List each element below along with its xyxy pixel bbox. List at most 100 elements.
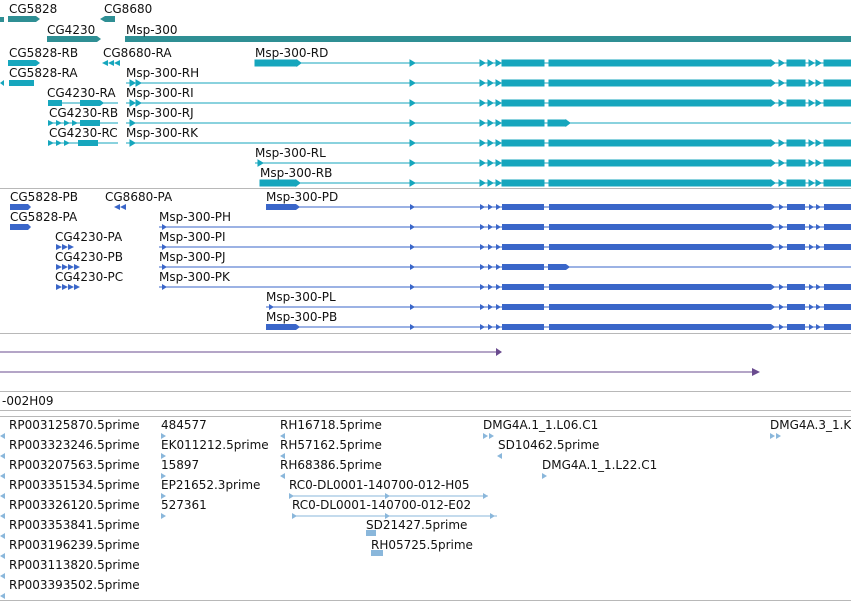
gene-feature[interactable] — [125, 36, 851, 42]
transcript-feature[interactable] — [78, 140, 98, 146]
transcript-feature[interactable] — [48, 100, 62, 106]
transcript-feature[interactable] — [100, 100, 104, 106]
est-feature[interactable] — [489, 433, 494, 439]
transcript-msp-exon[interactable] — [501, 79, 545, 87]
gene-feature[interactable] — [47, 36, 97, 42]
est-feature[interactable] — [0, 513, 5, 519]
protein-msp-exon[interactable] — [824, 204, 851, 210]
protein-msp-exon[interactable] — [787, 244, 805, 250]
protein-msp-exon[interactable] — [549, 324, 771, 330]
transcript-msp-exon[interactable] — [501, 139, 545, 147]
est-feature[interactable] — [371, 550, 383, 556]
match-feature[interactable] — [496, 348, 502, 356]
est-feature[interactable] — [0, 573, 5, 579]
transcript-msp-exon[interactable] — [501, 119, 545, 127]
transcript-msp-exon[interactable] — [501, 59, 545, 67]
protein-msp-exon[interactable] — [824, 224, 851, 230]
est-feature[interactable] — [280, 453, 285, 459]
transcript-msp-exon[interactable] — [786, 159, 806, 167]
protein-msp-exon[interactable] — [824, 304, 851, 310]
est-feature[interactable] — [161, 473, 166, 479]
transcript-msp-exon[interactable] — [786, 179, 806, 187]
protein-msp-exon[interactable] — [787, 304, 805, 310]
protein-msp-exon[interactable] — [502, 304, 544, 310]
protein-msp-exon[interactable] — [549, 224, 771, 230]
est-feature[interactable] — [483, 433, 488, 439]
protein-msp-exon[interactable] — [549, 284, 771, 290]
est-feature[interactable] — [292, 513, 297, 519]
transcript-feature[interactable] — [108, 60, 114, 66]
est-feature[interactable] — [0, 453, 5, 459]
protein-msp-exon[interactable] — [548, 264, 566, 270]
est-feature[interactable] — [161, 433, 166, 439]
protein-msp-exon[interactable] — [549, 304, 771, 310]
protein-msp-exon[interactable] — [787, 204, 805, 210]
transcript-msp-exon[interactable] — [786, 59, 806, 67]
protein-msp-exon[interactable] — [502, 324, 544, 330]
transcript-msp-exon[interactable] — [501, 99, 545, 107]
protein-msp-exon[interactable] — [787, 324, 805, 330]
transcript-msp-exon[interactable] — [823, 59, 851, 67]
est-feature[interactable] — [0, 593, 5, 599]
protein-feature[interactable] — [10, 204, 28, 210]
transcript-msp-exon[interactable] — [501, 159, 545, 167]
est-feature[interactable] — [161, 493, 166, 499]
transcript-feature[interactable] — [36, 60, 40, 66]
match-feature[interactable] — [752, 368, 760, 376]
transcript-msp-exon[interactable] — [823, 179, 851, 187]
gene-feature[interactable] — [105, 16, 115, 22]
gene-feature[interactable] — [36, 16, 40, 22]
est-feature[interactable] — [0, 553, 5, 559]
transcript-msp-exon[interactable] — [823, 159, 851, 167]
est-feature[interactable] — [366, 530, 376, 536]
protein-msp-exon[interactable] — [549, 244, 771, 250]
protein-msp-exon[interactable] — [549, 204, 771, 210]
transcript-msp-exon[interactable] — [786, 139, 806, 147]
est-feature[interactable] — [161, 513, 166, 519]
transcript-feature[interactable] — [80, 120, 100, 126]
est-feature[interactable] — [280, 473, 285, 479]
protein-msp-exon[interactable] — [502, 204, 544, 210]
protein-msp-exon[interactable] — [502, 284, 544, 290]
est-feature[interactable] — [483, 493, 488, 499]
est-feature[interactable] — [161, 453, 166, 459]
protein-msp-exon[interactable] — [502, 244, 544, 250]
protein-msp-exon[interactable] — [787, 284, 805, 290]
est-feature[interactable] — [0, 473, 5, 479]
est-feature[interactable] — [280, 433, 285, 439]
protein-msp-exon[interactable] — [824, 284, 851, 290]
protein-msp-exon[interactable] — [266, 204, 296, 210]
gene-feature[interactable] — [100, 16, 105, 22]
protein-msp-exon[interactable] — [824, 244, 851, 250]
est-feature[interactable] — [0, 533, 5, 539]
est-feature[interactable] — [385, 513, 390, 519]
transcript-feature[interactable] — [114, 60, 120, 66]
transcript-msp-exon[interactable] — [501, 179, 545, 187]
transcript-feature[interactable] — [80, 100, 100, 106]
protein-msp-exon[interactable] — [502, 264, 544, 270]
transcript-feature[interactable] — [0, 80, 4, 86]
protein-msp-exon[interactable] — [266, 324, 296, 330]
est-feature[interactable] — [0, 433, 5, 439]
gene-feature[interactable] — [8, 16, 36, 22]
transcript-msp-exon[interactable] — [823, 139, 851, 147]
protein-msp-exon[interactable] — [787, 224, 805, 230]
est-feature[interactable] — [289, 493, 294, 499]
transcript-msp-exon[interactable] — [786, 99, 806, 107]
protein-msp-exon[interactable] — [824, 324, 851, 330]
est-feature[interactable] — [490, 513, 495, 519]
est-feature[interactable] — [776, 433, 781, 439]
est-feature[interactable] — [542, 473, 547, 479]
est-feature[interactable] — [0, 493, 5, 499]
est-feature[interactable] — [385, 493, 390, 499]
transcript-msp-exon[interactable] — [823, 99, 851, 107]
protein-feature[interactable] — [10, 224, 28, 230]
transcript-msp-exon[interactable] — [786, 79, 806, 87]
transcript-feature[interactable] — [9, 80, 34, 86]
transcript-feature[interactable] — [102, 60, 108, 66]
gene-feature[interactable] — [97, 36, 101, 42]
gene-feature[interactable] — [0, 17, 4, 22]
est-feature[interactable] — [770, 433, 775, 439]
protein-msp-exon[interactable] — [502, 224, 544, 230]
transcript-feature[interactable] — [8, 60, 36, 66]
